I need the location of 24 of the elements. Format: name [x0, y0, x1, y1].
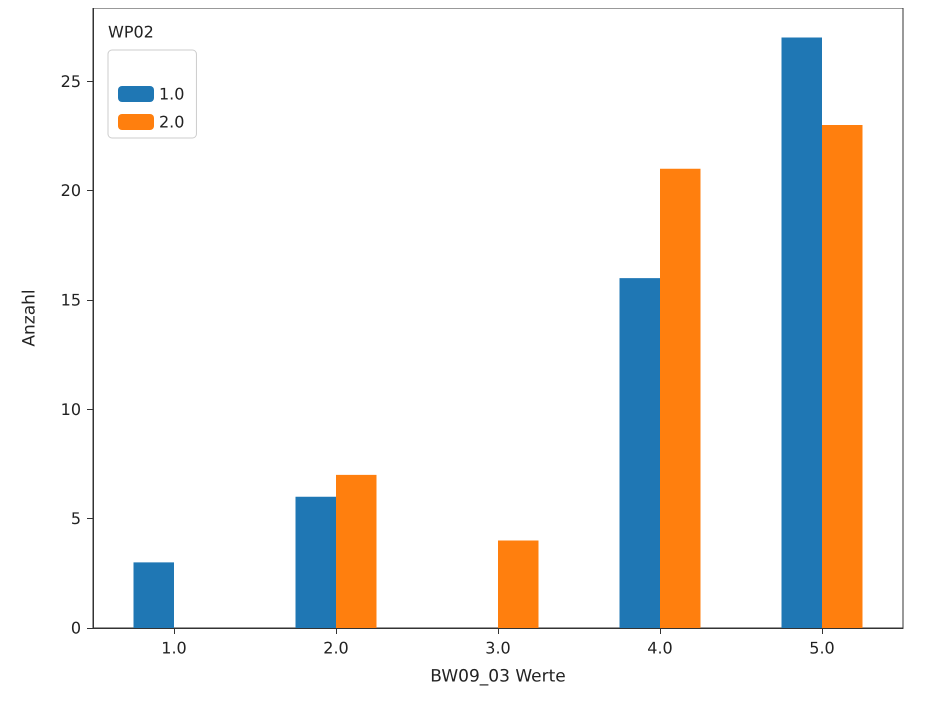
bar [336, 474, 376, 628]
y-tick-label: 0 [70, 618, 81, 638]
y-tick-label: 10 [60, 400, 81, 419]
x-tick-label: 5.0 [809, 638, 835, 658]
x-tick-label: 4.0 [647, 638, 673, 658]
y-tick-label: 15 [60, 290, 81, 310]
bar [134, 562, 174, 628]
bar [822, 125, 862, 628]
y-tick-label: 25 [60, 72, 81, 91]
y-tick-label: 5 [70, 509, 81, 528]
legend-title: WP02 [108, 22, 154, 42]
bar [782, 38, 822, 628]
x-tick-label: 2.0 [323, 638, 349, 658]
x-tick-label: 1.0 [161, 638, 187, 658]
bar [660, 168, 700, 628]
legend-label: 1.0 [159, 84, 184, 104]
x-axis-title: BW09_03 Werte [430, 666, 566, 686]
y-tick-label: 20 [60, 181, 81, 200]
y-axis-title: Anzahl [20, 289, 40, 347]
bar [498, 540, 538, 628]
bar [620, 278, 660, 628]
x-tick-label: 3.0 [485, 638, 511, 658]
bar [296, 496, 336, 628]
legend-label: 2.0 [159, 112, 184, 132]
